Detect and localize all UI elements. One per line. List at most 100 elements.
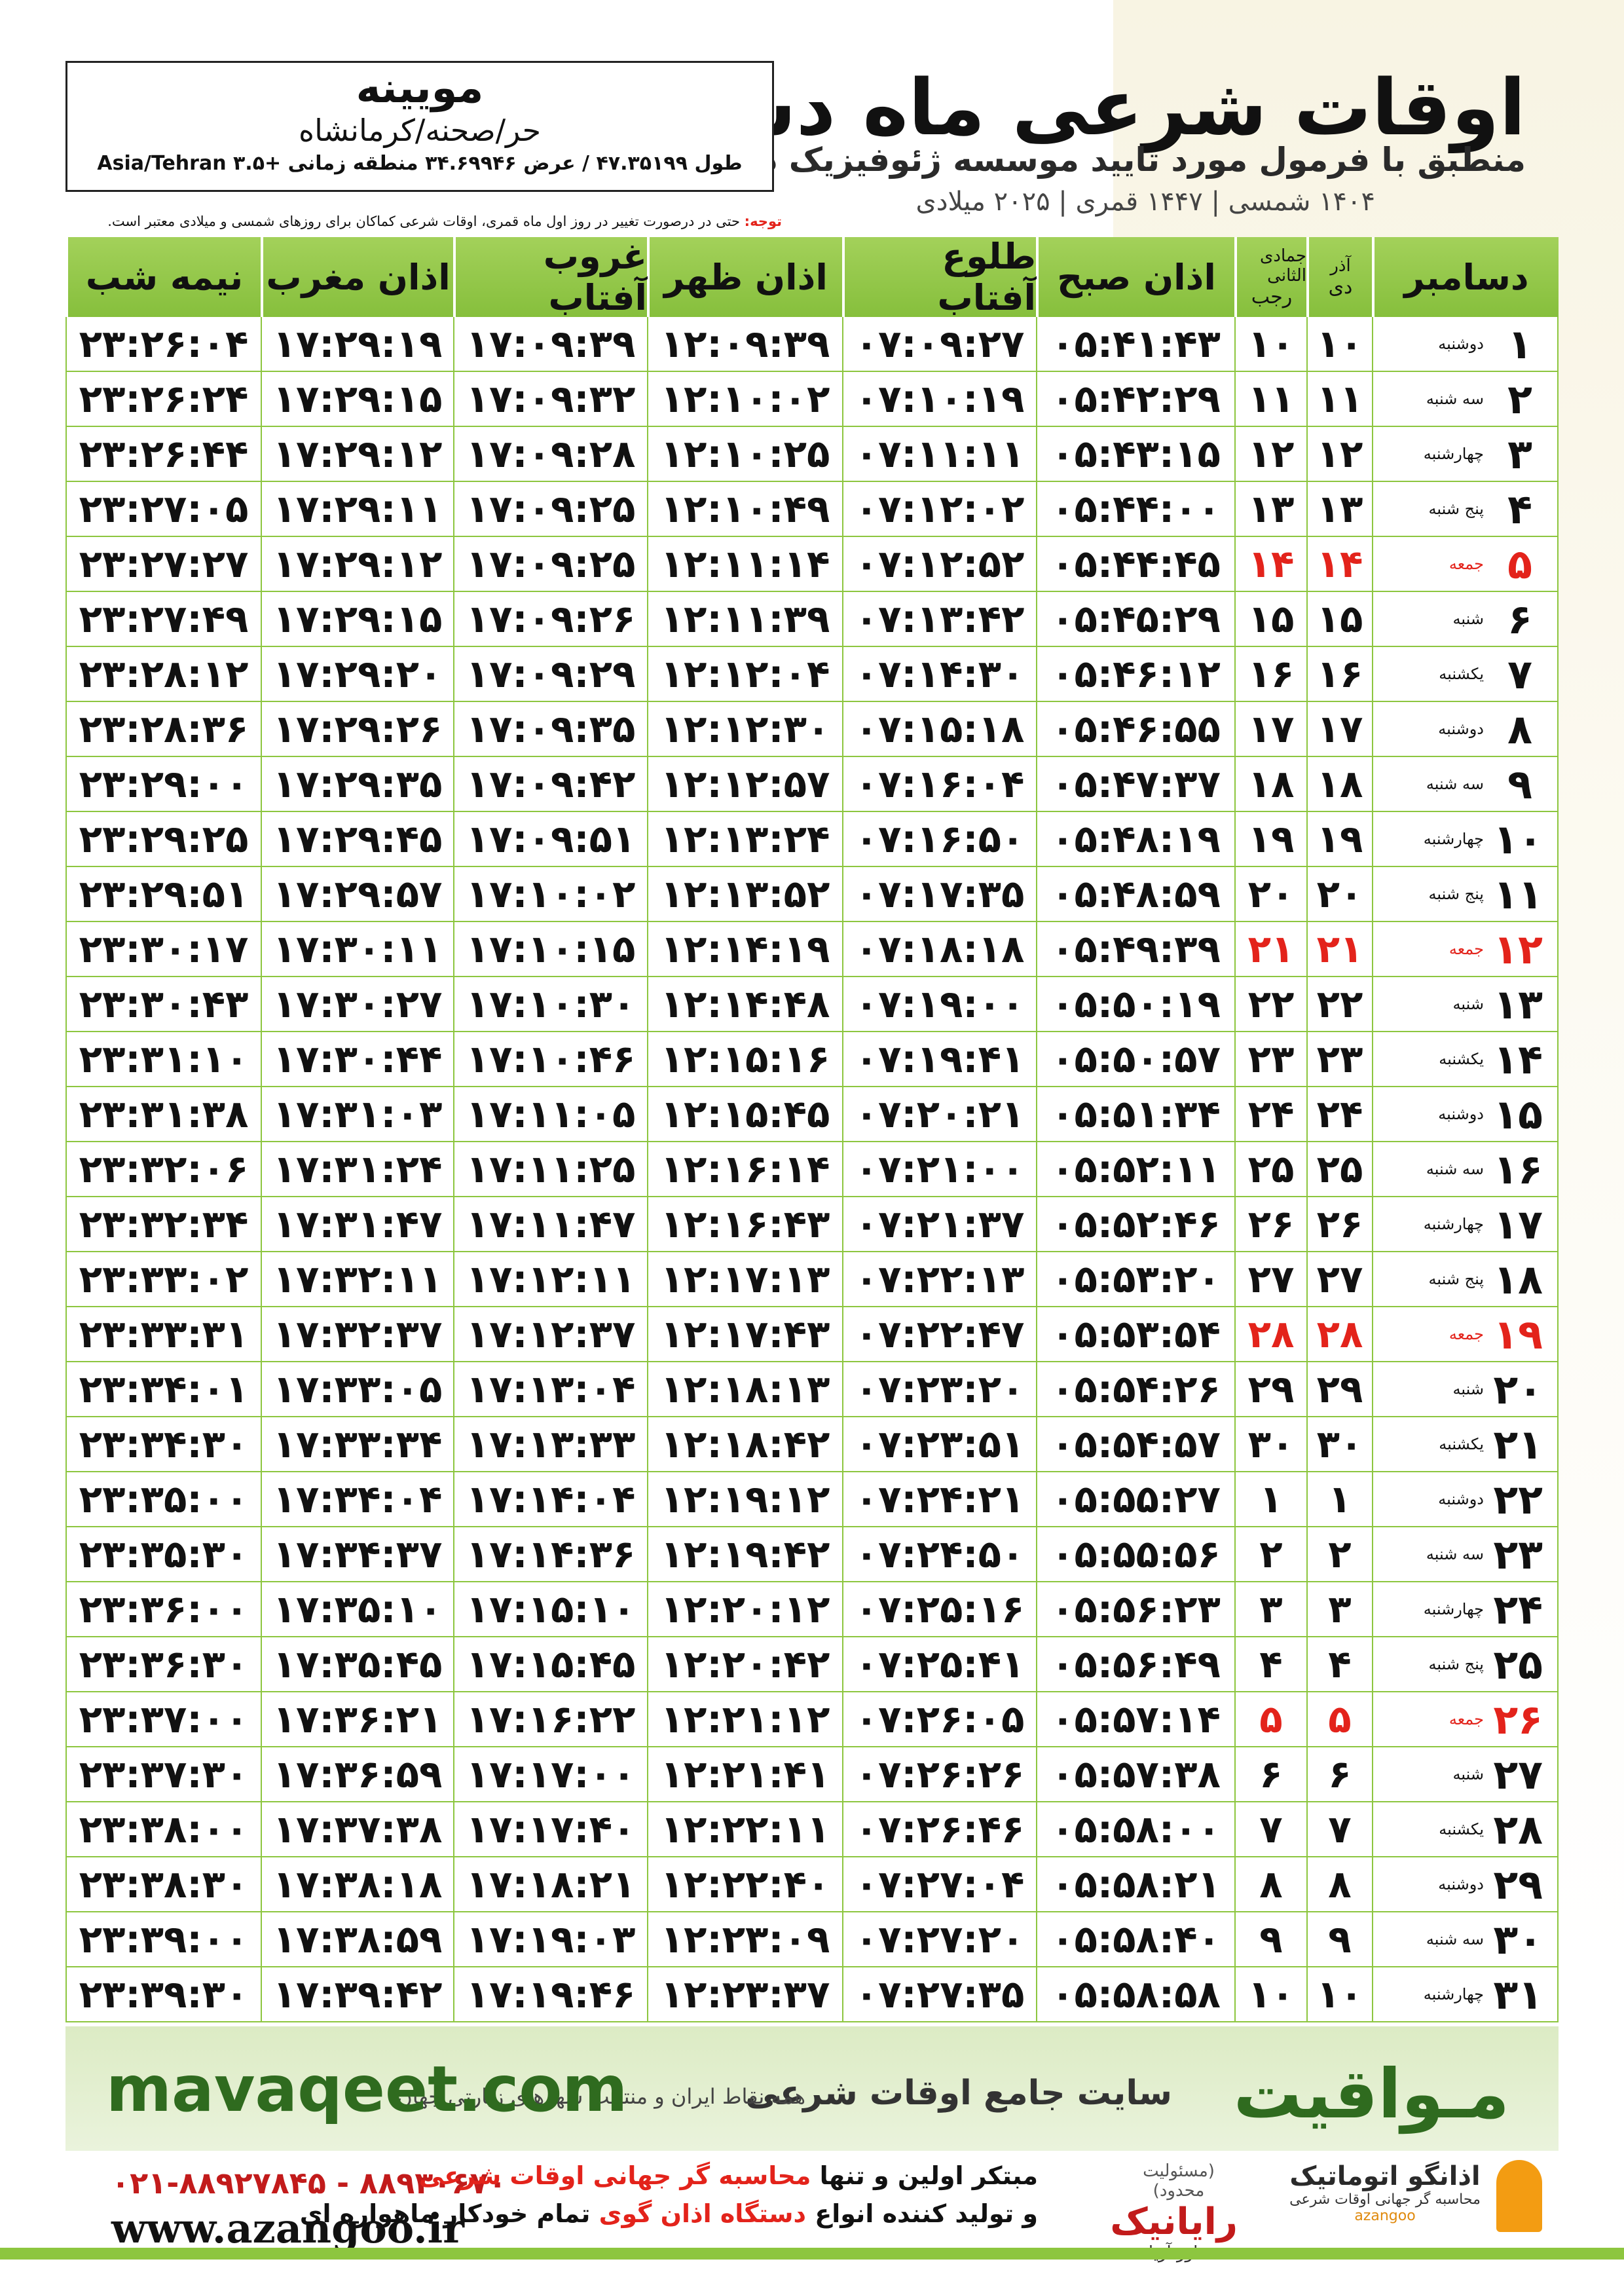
time-cell: ۰۵:۵۵:۲۷ <box>1036 1472 1234 1527</box>
time-cell: ۰۷:۲۱:۳۷ <box>842 1197 1036 1252</box>
time-cell: ۲۳:۳۶:۳۰ <box>65 1637 261 1692</box>
solar-date: ۱۱ <box>1306 372 1372 427</box>
time-cell: ۰۷:۲۳:۵۱ <box>842 1417 1036 1472</box>
banner-sub: همه نقاط ایران و منتخب شهرهای زیارتی جها… <box>397 2084 805 2109</box>
day-number: ۱ <box>1507 320 1532 368</box>
solar-date: ۲۴ <box>1306 1087 1372 1142</box>
day-cell: ۲۹ دوشنبه <box>1372 1857 1559 1912</box>
weekday: جمعه <box>1449 940 1484 958</box>
day-number: ۵ <box>1507 540 1532 588</box>
time-cell: ۰۷:۰۹:۲۷ <box>842 317 1036 372</box>
time-cell: ۰۷:۱۹:۰۰ <box>842 977 1036 1032</box>
time-cell: ۰۵:۵۸:۴۰ <box>1036 1912 1234 1967</box>
time-cell: ۱۷:۱۷:۴۰ <box>453 1802 647 1857</box>
day-number: ۱۸ <box>1493 1255 1543 1303</box>
day-cell: ۴ پنج شنبه <box>1372 482 1559 537</box>
table-row: ۳۱ چهارشنبه ۱۰ ۱۰ ۰۵:۵۸:۵۸ ۰۷:۲۷:۳۵ ۱۲:۲۳:۳۷ ۱۷… <box>65 1967 1559 2022</box>
day-cell: ۱۲ جمعه <box>1372 922 1559 977</box>
time-cell: ۰۷:۲۴:۵۰ <box>842 1527 1036 1582</box>
header-cell: غروب آفتاب <box>453 236 647 318</box>
day-cell: ۲۱ یکشنبه <box>1372 1417 1559 1472</box>
promo-text: مبتکر اولین و تنها <box>819 2161 1038 2190</box>
time-cell: ۰۵:۵۸:۰۰ <box>1036 1802 1234 1857</box>
time-cell: ۱۲:۲۲:۴۰ <box>647 1857 842 1912</box>
time-cell: ۱۷:۱۹:۰۳ <box>453 1912 647 1967</box>
solar-date: ۷ <box>1306 1802 1372 1857</box>
time-cell: ۱۲:۱۰:۲۵ <box>647 427 842 482</box>
website[interactable]: www.azangoo.ir <box>111 2205 464 2252</box>
day-cell: ۲۰ شنبه <box>1372 1362 1559 1417</box>
time-cell: ۲۳:۲۶:۰۴ <box>65 317 261 372</box>
table-row: ۶ شنبه ۱۵ ۱۵ ۰۵:۴۵:۲۹ ۰۷:۱۳:۴۲ ۱۲:۱۱:۳۹ ۱۷:۰۹:۲… <box>65 592 1559 647</box>
promo-line: مبتکر اولین و تنها محاسبه گر جهانی اوقات… <box>419 2161 1038 2190</box>
time-cell: ۲۳:۳۶:۰۰ <box>65 1582 261 1637</box>
day-number: ۱۴ <box>1493 1035 1543 1083</box>
solar-date: ۱۶ <box>1306 647 1372 702</box>
header-row: دسامبر آذر دی جمادی الثانی رجب اذان صبح طلوع آ… <box>65 236 1559 318</box>
time-cell: ۲۳:۲۷:۲۷ <box>65 537 261 592</box>
banner-url[interactable]: mavaqeet.com <box>106 2053 628 2126</box>
time-cell: ۰۷:۲۲:۴۷ <box>842 1307 1036 1362</box>
time-cell: ۰۷:۲۷:۰۴ <box>842 1857 1036 1912</box>
time-cell: ۱۲:۱۰:۴۹ <box>647 482 842 537</box>
time-cell: ۲۳:۲۹:۲۵ <box>65 812 261 867</box>
time-cell: ۱۷:۲۹:۲۰ <box>261 647 453 702</box>
brand-name: اذانگو اتوماتیک <box>1289 2161 1481 2191</box>
time-cell: ۱۲:۲۰:۴۲ <box>647 1637 842 1692</box>
time-cell: ۲۳:۲۸:۳۶ <box>65 702 261 757</box>
weekday: چهارشنبه <box>1423 445 1484 463</box>
day-number: ۱۳ <box>1493 980 1543 1028</box>
time-cell: ۰۵:۵۷:۳۸ <box>1036 1747 1234 1802</box>
time-cell: ۲۳:۳۸:۳۰ <box>65 1857 261 1912</box>
time-cell: ۱۷:۱۰:۰۲ <box>453 867 647 922</box>
header-label: طلوع آفتاب <box>937 236 1036 318</box>
time-cell: ۲۳:۳۷:۳۰ <box>65 1747 261 1802</box>
time-cell: ۰۵:۵۲:۱۱ <box>1036 1142 1234 1197</box>
day-number: ۲۸ <box>1493 1805 1543 1853</box>
lunar-date: ۲۴ <box>1234 1087 1306 1142</box>
header-label: رجب <box>1251 285 1293 308</box>
promo-text: و تولید کننده انواع <box>815 2199 1038 2228</box>
time-cell: ۱۷:۳۷:۳۸ <box>261 1802 453 1857</box>
header-cell: نیمه شب <box>65 237 261 317</box>
time-cell: ۱۲:۱۲:۵۷ <box>647 757 842 812</box>
day-cell: ۱۶ سه شنبه <box>1372 1142 1559 1197</box>
header-cell: اذان مغرب <box>261 237 453 317</box>
time-cell: ۰۵:۴۳:۱۵ <box>1036 427 1234 482</box>
time-cell: ۰۷:۱۶:۰۴ <box>842 757 1036 812</box>
promo-text: تمام خودکار ماهواره ای <box>299 2199 591 2228</box>
time-cell: ۲۳:۳۲:۳۴ <box>65 1197 261 1252</box>
solar-date: ۲۶ <box>1306 1197 1372 1252</box>
table-row: ۲۵ پنج شنبه ۴ ۴ ۰۵:۵۶:۴۹ ۰۷:۲۵:۴۱ ۱۲:۲۰:۴۲ ۱۷:۱… <box>65 1637 1559 1692</box>
time-cell: ۱۷:۲۹:۱۱ <box>261 482 453 537</box>
time-cell: ۲۳:۳۱:۳۸ <box>65 1087 261 1142</box>
day-number: ۲۳ <box>1493 1530 1543 1578</box>
time-cell: ۲۳:۲۶:۲۴ <box>65 372 261 427</box>
day-cell: ۷ یکشنبه <box>1372 647 1559 702</box>
dates: ۱۴۰۴ شمسی | ۱۴۴۷ قمری | ۲۰۲۵ میلادی <box>915 187 1375 217</box>
time-cell: ۱۲:۲۰:۱۲ <box>647 1582 842 1637</box>
lunar-date: ۵ <box>1234 1692 1306 1747</box>
solar-date: ۱۳ <box>1306 482 1372 537</box>
time-cell: ۰۷:۲۷:۲۰ <box>842 1912 1036 1967</box>
solar-date: ۱۰ <box>1306 317 1372 372</box>
weekday: چهارشنبه <box>1423 1600 1484 1618</box>
time-cell: ۲۳:۲۷:۴۹ <box>65 592 261 647</box>
day-number: ۲۷ <box>1493 1750 1543 1798</box>
time-cell: ۰۷:۲۵:۴۱ <box>842 1637 1036 1692</box>
time-cell: ۰۵:۴۷:۳۷ <box>1036 757 1234 812</box>
day-number: ۹ <box>1507 760 1532 808</box>
day-number: ۶ <box>1507 595 1532 643</box>
time-cell: ۱۲:۱۹:۴۲ <box>647 1527 842 1582</box>
solar-date: ۲ <box>1306 1527 1372 1582</box>
solar-date: ۳ <box>1306 1582 1372 1637</box>
day-cell: ۱۴ یکشنبه <box>1372 1032 1559 1087</box>
time-cell: ۰۵:۵۳:۲۰ <box>1036 1252 1234 1307</box>
brand-en: azangoo <box>1354 2208 1416 2224</box>
time-cell: ۱۷:۳۸:۱۸ <box>261 1857 453 1912</box>
header-label: دسامبر <box>1404 256 1529 298</box>
day-cell: ۵ جمعه <box>1372 537 1559 592</box>
day-number: ۱۶ <box>1493 1145 1543 1193</box>
time-cell: ۲۳:۳۹:۳۰ <box>65 1967 261 2022</box>
time-cell: ۱۲:۱۲:۳۰ <box>647 702 842 757</box>
